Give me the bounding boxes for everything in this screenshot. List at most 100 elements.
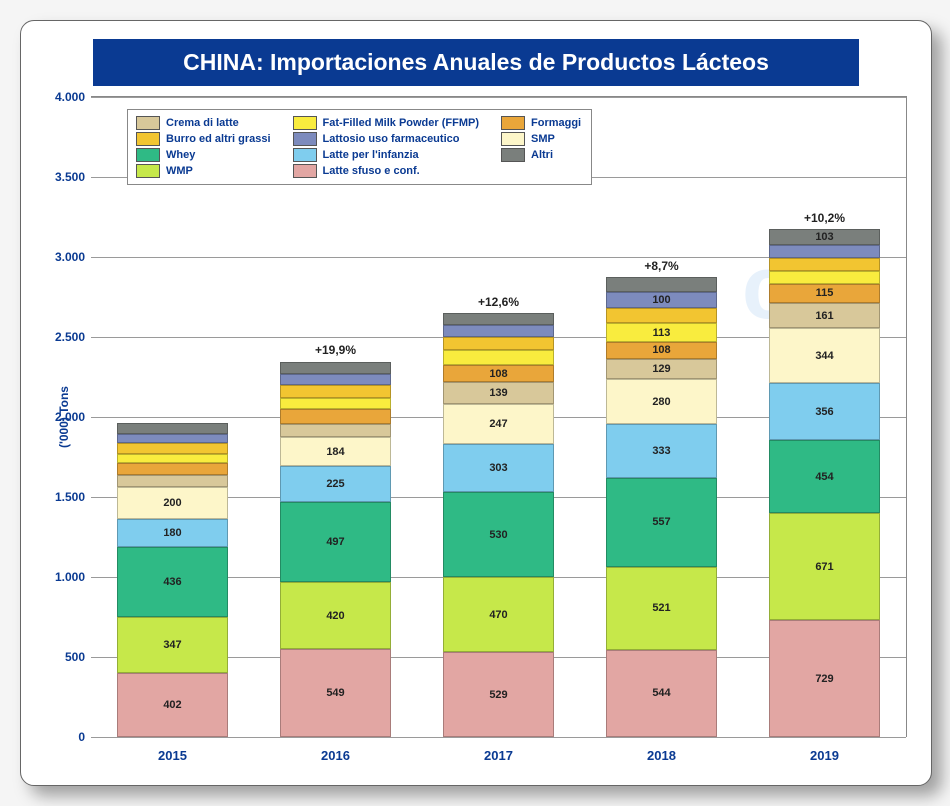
legend-label: Altri <box>531 149 553 161</box>
bar-segment-altri <box>117 423 228 434</box>
bar-segment-burro <box>280 385 391 398</box>
bar-segment-latte_sfuso: 529 <box>443 652 554 737</box>
bar-segment-crema: 161 <box>769 303 880 329</box>
legend-swatch <box>293 116 317 130</box>
bar-stack: 100113108129280333557521544 <box>606 277 717 737</box>
bar-segment-altri <box>280 362 391 375</box>
x-tick-label: 2017 <box>417 748 580 763</box>
bar-segment-whey: 557 <box>606 478 717 567</box>
bar-segment-value: 729 <box>815 673 833 685</box>
bar-top-label: +8,7% <box>580 259 743 273</box>
chart-title: CHINA: Importaciones Anuales de Producto… <box>93 39 859 86</box>
legend-label: Burro ed altri grassi <box>166 133 271 145</box>
bar-segment-altri: 103 <box>769 229 880 245</box>
legend-swatch <box>501 116 525 130</box>
x-tick-label: 2015 <box>91 748 254 763</box>
bar-segment-value: 113 <box>653 327 671 339</box>
bar-segment-value: 530 <box>489 529 507 541</box>
bar-segment-lattosio: 100 <box>606 292 717 308</box>
bar-segment-lattosio <box>280 374 391 384</box>
bar-segment-wmp: 671 <box>769 513 880 620</box>
bar-segment-value: 402 <box>163 699 181 711</box>
bar-slot: +10,2%103115161344356454671729 <box>743 97 906 737</box>
bar-segment-ffmp <box>443 350 554 365</box>
legend-swatch <box>501 132 525 146</box>
legend-label: Whey <box>166 149 195 161</box>
legend-swatch <box>501 148 525 162</box>
legend-swatch <box>293 132 317 146</box>
bar-segment-latte_inf: 356 <box>769 383 880 440</box>
legend: Crema di latte Burro ed altri grassi Whey W… <box>127 109 592 185</box>
y-tick-label: 500 <box>39 650 85 664</box>
legend-label: WMP <box>166 165 193 177</box>
bar-segment-value: 108 <box>489 368 507 380</box>
bar-segment-ffmp <box>769 271 880 285</box>
bar-segment-value: 184 <box>326 446 344 458</box>
bar-top-label: +19,9% <box>254 343 417 357</box>
bar-segment-latte_sfuso: 544 <box>606 650 717 737</box>
legend-item-whey: Whey <box>136 148 271 162</box>
bar-segment-ffmp <box>280 398 391 409</box>
bar-segment-value: 544 <box>652 687 670 699</box>
legend-label: Latte per l'infanzia <box>323 149 419 161</box>
bar-segment-whey: 454 <box>769 440 880 513</box>
bar-stack: 103115161344356454671729 <box>769 229 880 737</box>
bar-slot: +12,6%108139247303530470529 <box>417 97 580 737</box>
legend-swatch <box>136 116 160 130</box>
bar-segment-smp: 247 <box>443 404 554 444</box>
bar-segment-value: 356 <box>815 406 833 418</box>
bar-segment-crema <box>117 475 228 486</box>
bar-segment-value: 347 <box>163 639 181 651</box>
bar-segment-whey: 436 <box>117 547 228 617</box>
bar-segment-value: 671 <box>815 561 833 573</box>
legend-label: Latte sfuso e conf. <box>323 165 420 177</box>
bar-segment-value: 454 <box>815 471 833 483</box>
bar-segment-latte_inf: 180 <box>117 519 228 548</box>
legend-item-wmp: WMP <box>136 164 271 178</box>
bar-stack: 184225497420549 <box>280 362 391 737</box>
bar-segment-burro <box>769 258 880 270</box>
gridline <box>91 737 906 738</box>
bar-segment-value: 557 <box>652 516 670 528</box>
bar-segment-value: 180 <box>163 527 181 539</box>
bar-segment-latte_inf: 333 <box>606 424 717 477</box>
bar-segment-ffmp: 113 <box>606 323 717 341</box>
bar-segment-ffmp <box>117 454 228 464</box>
bar-segment-value: 100 <box>652 294 670 306</box>
legend-label: Fat-Filled Milk Powder (FFMP) <box>323 117 479 129</box>
bar-segment-latte_sfuso: 729 <box>769 620 880 737</box>
legend-swatch <box>136 148 160 162</box>
bar-segment-value: 420 <box>326 610 344 622</box>
legend-item-smp: SMP <box>501 132 581 146</box>
bar-segment-value: 225 <box>326 478 344 490</box>
bar-segment-burro <box>443 337 554 351</box>
y-tick-label: 3.000 <box>39 250 85 264</box>
bar-segment-burro <box>117 443 228 454</box>
legend-swatch <box>293 148 317 162</box>
bar-segment-latte_sfuso: 402 <box>117 673 228 737</box>
bar-segment-value: 108 <box>652 344 670 356</box>
bar-slot: +19,9%184225497420549 <box>254 97 417 737</box>
bar-segment-formaggi: 108 <box>606 342 717 359</box>
y-tick-label: 1.500 <box>39 490 85 504</box>
y-tick-label: 3.500 <box>39 170 85 184</box>
legend-item-crema: Crema di latte <box>136 116 271 130</box>
y-tick-label: 1.000 <box>39 570 85 584</box>
bar-segment-value: 129 <box>652 363 670 375</box>
bar-segment-value: 115 <box>816 287 834 299</box>
bar-segment-value: 436 <box>163 576 181 588</box>
bar-segment-value: 333 <box>652 445 670 457</box>
bar-segment-crema: 129 <box>606 359 717 380</box>
legend-label: Crema di latte <box>166 117 239 129</box>
bar-segment-value: 200 <box>163 497 181 509</box>
bar-segment-value: 103 <box>815 231 833 243</box>
y-tick-label: 0 <box>39 730 85 744</box>
bar-segment-crema <box>280 424 391 437</box>
bar-top-label: +10,2% <box>743 211 906 225</box>
legend-item-burro: Burro ed altri grassi <box>136 132 271 146</box>
bar-segment-smp: 280 <box>606 379 717 424</box>
legend-swatch <box>136 132 160 146</box>
bar-segment-value: 280 <box>652 396 670 408</box>
legend-item-formaggi: Formaggi <box>501 116 581 130</box>
bar-segment-altri <box>606 277 717 292</box>
